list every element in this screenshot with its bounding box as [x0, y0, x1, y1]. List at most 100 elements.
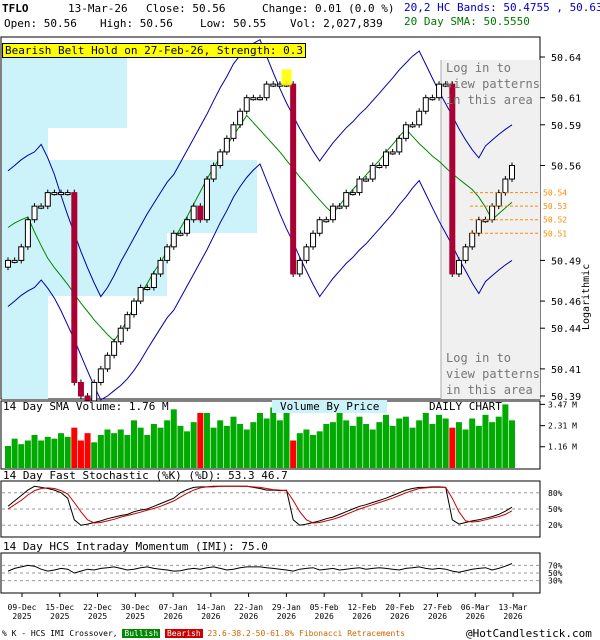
imi-tick-label: 50% [548, 569, 563, 578]
volume-bar [343, 420, 350, 468]
volume-bar [363, 424, 370, 468]
volume-bar [376, 422, 383, 468]
volume-bar [18, 444, 25, 468]
header-change: Change: 0.01 (0.0 %) [262, 2, 395, 15]
volume-bar [104, 429, 111, 468]
volume-bar [263, 418, 270, 468]
price-tick-label: 50.46 [551, 297, 581, 308]
volume-tick-label: 1.16 M [548, 443, 577, 452]
date-year-label: 2026 [428, 612, 447, 621]
volume-bar [489, 422, 496, 468]
date-label: 15-Dec [45, 603, 74, 612]
bearish-candle [71, 192, 78, 383]
volume-bar [237, 424, 244, 468]
bullish-candle [495, 192, 502, 207]
date-year-label: 2026 [503, 612, 522, 621]
date-axis: 09-Dec202515-Dec202522-Dec202530-Dec2025… [8, 593, 528, 621]
volume-bar [38, 440, 45, 468]
bullish-candle [462, 246, 469, 261]
fib-label: 50.51 [543, 229, 567, 238]
login-line: in this area [446, 383, 533, 397]
footer-legend: % K - HCS IMI Crossover, Bullish Bearish… [2, 629, 405, 638]
bullish-candle [383, 151, 389, 166]
volume-bar [310, 435, 317, 468]
date-label: 29-Jan [272, 603, 301, 612]
date-label: 22-Dec [83, 603, 112, 612]
header-high: High: 50.56 [100, 17, 173, 30]
volume-bar [223, 425, 230, 468]
stochastic-lines [2, 485, 540, 526]
volume-bar [442, 418, 449, 468]
imi-pane-label: 14 Day HCS Intraday Momentum (IMI): 75.0 [3, 540, 268, 553]
stoch-d-line [7, 485, 513, 524]
stochastic-pane-label: 14 Day Fast Stochastic (%K) (%D): 53.3 4… [3, 469, 288, 482]
price-tick-label: 50.41 [551, 365, 581, 376]
bullish-candle [177, 232, 184, 236]
volume-bar [429, 424, 436, 468]
imi-line [7, 563, 513, 574]
bullish-candle [316, 219, 323, 234]
bullish-candle [323, 219, 330, 223]
volume-bar [137, 427, 144, 468]
volume-bar [383, 414, 389, 468]
imi-tick-label: 30% [548, 577, 563, 586]
bullish-candle [64, 192, 71, 196]
bullish-candle [343, 192, 350, 207]
bullish-candle [24, 219, 31, 248]
volume-bar [124, 435, 131, 468]
login-note-top[interactable]: Log in to view patterns in this area [446, 60, 540, 108]
bullish-candle [210, 164, 217, 180]
date-label: 12-Feb [347, 603, 376, 612]
volume-bar [257, 413, 263, 468]
volume-bar [475, 425, 482, 468]
volume-bar [409, 427, 416, 468]
volume-bar [416, 420, 423, 468]
bullish-candle [170, 232, 177, 248]
volume-bar [316, 431, 323, 468]
vbp-block [2, 330, 48, 399]
bullish-candle [230, 124, 237, 139]
volume-bar [389, 425, 396, 468]
bullish-candle [190, 205, 197, 221]
bullish-candle [137, 287, 144, 302]
bullish-candle [150, 273, 157, 289]
lower-band-line [7, 163, 513, 401]
header-hc-bands: 20,2 HC Bands: 50.4755 , 50.6346 [404, 1, 600, 14]
bullish-candle [509, 164, 515, 180]
bullish-badge: Bullish [122, 629, 161, 638]
bullish-candle [203, 178, 210, 221]
bullish-candle [184, 219, 191, 234]
bullish-candle [502, 178, 509, 194]
price-tick-label: 50.39 [551, 392, 581, 403]
login-line: in this area [446, 93, 533, 107]
volume-bar [290, 440, 297, 468]
bullish-candle [270, 83, 277, 87]
volume-bar [24, 440, 31, 468]
price-tick-label: 50.56 [551, 161, 581, 172]
price-tick-label: 50.49 [551, 256, 581, 267]
bullish-candle [442, 83, 449, 87]
volume-bar [495, 416, 502, 468]
date-year-label: 2026 [352, 612, 371, 621]
login-note-bottom[interactable]: Log in to view patterns in this area [446, 350, 540, 398]
date-year-label: 2026 [315, 612, 334, 621]
bullish-candle [409, 124, 416, 128]
volume-bar [243, 429, 250, 468]
bullish-candle [469, 232, 476, 248]
stoch-tick-label: 20% [548, 521, 563, 530]
hc-bands [7, 38, 513, 401]
bearish-candle [197, 205, 204, 221]
volume-axis: 3.47 M 2.31 M 1.16 M [540, 400, 577, 452]
volume-tick-label: 3.47 M [548, 400, 577, 409]
bullish-candle [369, 164, 376, 180]
imi-line [2, 563, 540, 582]
volume-bar [469, 418, 476, 468]
imi-tick-label: 70% [548, 561, 563, 570]
bearish-candle [449, 83, 456, 275]
header-sma: 20 Day SMA: 50.5550 [404, 15, 530, 28]
header-vol: Vol: 2,027,839 [290, 17, 383, 30]
bullish-candle [455, 259, 462, 275]
date-label: 22-Jan [234, 603, 263, 612]
volume-bar [276, 420, 283, 468]
